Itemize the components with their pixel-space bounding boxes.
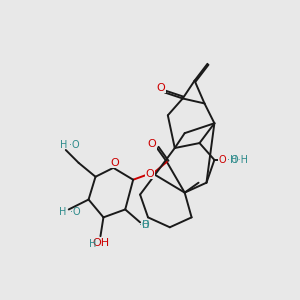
Text: O: O (218, 155, 226, 165)
Text: O: O (148, 139, 156, 149)
Text: ·O: ·O (139, 220, 150, 230)
Text: H: H (89, 239, 96, 249)
Text: OH: OH (92, 238, 109, 248)
Text: H: H (142, 220, 150, 230)
Text: ·O: ·O (70, 207, 80, 218)
Text: ·H: ·H (227, 155, 238, 165)
Text: H: H (60, 140, 68, 150)
Text: H: H (59, 207, 67, 218)
Text: O: O (157, 82, 165, 93)
Text: O: O (146, 169, 154, 179)
Text: ·O: ·O (69, 140, 80, 150)
Text: O·H: O·H (230, 155, 248, 165)
Text: O: O (110, 158, 119, 168)
